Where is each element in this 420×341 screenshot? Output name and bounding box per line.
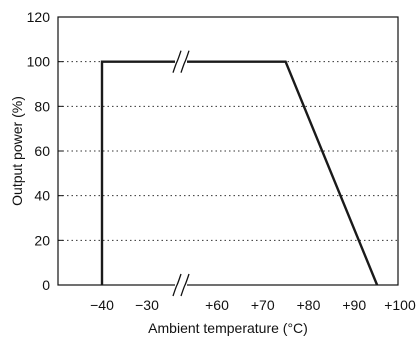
y-tick-label: 40 bbox=[34, 188, 50, 204]
y-tick-label: 20 bbox=[34, 232, 50, 248]
x-tick-label: −30 bbox=[135, 297, 159, 313]
y-tick-label: 80 bbox=[34, 98, 50, 114]
x-tick-label: −40 bbox=[90, 297, 114, 313]
x-axis-title: Ambient temperature (°C) bbox=[148, 320, 308, 336]
break-gap bbox=[175, 57, 187, 66]
x-tick-label: +70 bbox=[251, 297, 275, 313]
axis-break-slash bbox=[172, 50, 182, 73]
y-axis-title: Output power (%) bbox=[9, 96, 25, 206]
axis-break-markers bbox=[172, 50, 190, 297]
x-axis-ticks: −40 −30 +60 +70 +80 +90 +100 bbox=[90, 297, 416, 313]
x-tick-label: +60 bbox=[205, 297, 229, 313]
series-line bbox=[100, 60, 379, 286]
y-tick-label: 60 bbox=[34, 143, 50, 159]
break-gap bbox=[175, 281, 187, 289]
axis-break-slash bbox=[180, 273, 190, 297]
y-tick-label: 120 bbox=[27, 9, 51, 25]
y-axis-ticks: 0 20 40 60 80 100 120 bbox=[27, 9, 63, 293]
x-tick-label: +100 bbox=[384, 297, 416, 313]
x-tick-label: +90 bbox=[342, 297, 366, 313]
x-tick-label: +80 bbox=[297, 297, 321, 313]
y-tick-label: 0 bbox=[42, 277, 50, 293]
axis-break-slash bbox=[180, 50, 190, 73]
y-tick-label: 100 bbox=[27, 54, 51, 70]
axis-break-slash bbox=[172, 273, 182, 297]
